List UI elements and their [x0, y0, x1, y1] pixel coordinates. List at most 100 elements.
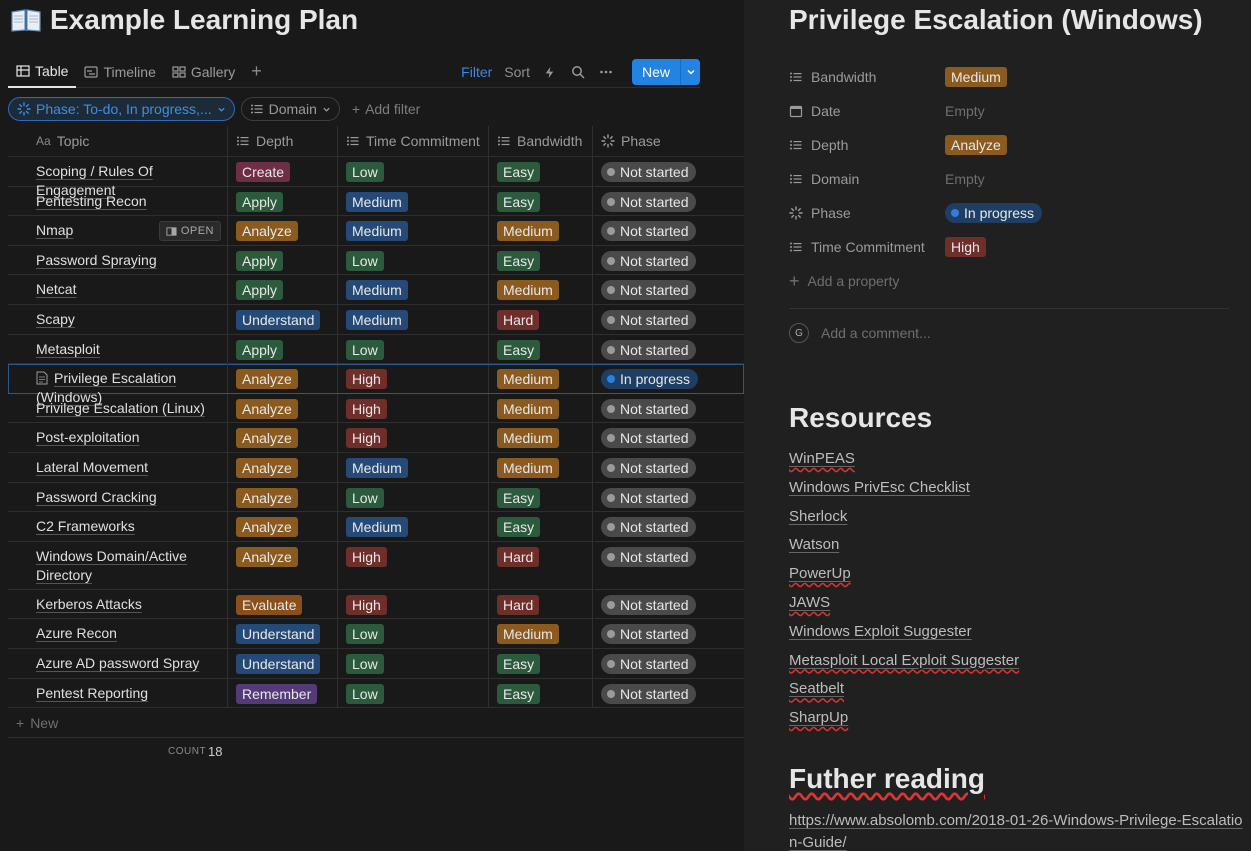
topic-cell[interactable]: C2 Frameworks	[8, 512, 228, 541]
depth-cell[interactable]: Apply	[228, 275, 338, 304]
table-row[interactable]: Lateral Movement Analyze Medium Medium Not s…	[8, 452, 744, 483]
depth-cell[interactable]: Evaluate	[228, 589, 338, 619]
phase-cell[interactable]: Not started	[593, 216, 744, 245]
topic-title[interactable]: Post-exploitation	[36, 429, 140, 446]
topic-title[interactable]: Pentest Reporting	[36, 684, 149, 701]
topic-cell[interactable]: Nmap OPEN	[8, 216, 228, 245]
time-commitment-cell[interactable]: Low	[338, 619, 489, 648]
bandwidth-cell[interactable]: Medium	[489, 364, 593, 393]
filter-button[interactable]: Filter	[461, 64, 493, 80]
more-options-icon[interactable]	[598, 64, 614, 80]
time-commitment-cell[interactable]: Medium	[338, 304, 489, 334]
table-row[interactable]: Azure AD password Spray Understand Low Easy…	[8, 648, 744, 679]
phase-cell[interactable]: Not started	[593, 423, 744, 452]
property-value[interactable]: Medium	[945, 67, 1007, 87]
phase-cell[interactable]: Not started	[593, 512, 744, 541]
topic-cell[interactable]: Privilege Escalation (Windows)	[8, 364, 228, 405]
topic-title[interactable]: Azure Recon	[36, 625, 117, 642]
table-row[interactable]: Password Cracking Analyze Low Easy Not start…	[8, 482, 744, 513]
time-commitment-cell[interactable]: Medium	[338, 512, 489, 541]
property-row-depth[interactable]: Depth Analyze	[789, 128, 1229, 162]
property-name[interactable]: Date	[789, 103, 945, 119]
phase-cell[interactable]: Not started	[593, 275, 744, 304]
add-property-button[interactable]: + Add a property	[789, 264, 1229, 298]
table-row[interactable]: Windows Domain/Active Directory Analyze Hi…	[8, 541, 744, 590]
time-commitment-cell[interactable]: Medium	[338, 275, 489, 304]
topic-title[interactable]: C2 Frameworks	[36, 518, 135, 535]
property-value[interactable]: High	[945, 237, 986, 257]
new-button[interactable]: New	[641, 64, 670, 80]
topic-cell[interactable]: Azure Recon	[8, 619, 228, 648]
topic-title[interactable]: Password Cracking	[36, 488, 157, 505]
table-row[interactable]: Pentest Reporting Remember Low Easy Not star…	[8, 678, 744, 709]
property-name[interactable]: Phase	[789, 205, 945, 221]
phase-filter-chip[interactable]: Phase: To-do, In progress,...	[8, 97, 235, 121]
resource-link[interactable]: SharpUp	[789, 709, 1239, 738]
topic-title[interactable]: Privilege Escalation (Windows)	[36, 370, 177, 406]
resource-link[interactable]: Metasploit Local Exploit Suggester	[789, 652, 1239, 681]
new-row-button[interactable]: + New	[8, 708, 744, 739]
depth-cell[interactable]: Apply	[228, 186, 338, 216]
property-value[interactable]: In progress	[945, 203, 1043, 223]
depth-cell[interactable]: Remember	[228, 678, 338, 708]
topic-title[interactable]: Lateral Movement	[36, 458, 149, 475]
depth-cell[interactable]: Analyze	[228, 216, 338, 245]
column-header-time-commitment[interactable]: Time Commitment	[338, 126, 489, 156]
phase-cell[interactable]: Not started	[593, 305, 744, 334]
topic-title[interactable]: Scoping / Rules Of Engagement	[36, 163, 153, 198]
open-page-button[interactable]: OPEN	[158, 221, 221, 242]
time-commitment-cell[interactable]: High	[338, 393, 489, 423]
topic-title[interactable]: Privilege Escalation (Linux)	[36, 399, 205, 416]
topic-cell[interactable]: Windows Domain/Active Directory	[8, 541, 228, 589]
column-header-topic[interactable]: Aa Topic	[8, 126, 228, 156]
phase-cell[interactable]: Not started	[593, 590, 744, 619]
topic-cell[interactable]: Azure AD password Spray	[8, 648, 228, 678]
add-view-icon[interactable]: +	[251, 61, 262, 81]
resource-link[interactable]: PowerUp	[789, 565, 1239, 594]
time-commitment-cell[interactable]: Medium	[338, 216, 489, 245]
bandwidth-cell[interactable]: Easy	[489, 245, 593, 275]
depth-cell[interactable]: Analyze	[228, 393, 338, 423]
column-header-phase[interactable]: Phase	[593, 126, 744, 156]
topic-cell[interactable]: Privilege Escalation (Linux)	[8, 393, 228, 423]
phase-cell[interactable]: Not started	[593, 394, 744, 423]
table-row[interactable]: Metasploit Apply Low Easy Not started	[8, 334, 744, 365]
phase-cell[interactable]: Not started	[593, 187, 744, 216]
depth-cell[interactable]: Apply	[228, 245, 338, 275]
topic-cell[interactable]: Pentest Reporting	[8, 678, 228, 708]
phase-cell[interactable]: In progress	[593, 364, 744, 393]
property-name[interactable]: Bandwidth	[789, 69, 945, 85]
resource-link[interactable]: Watson	[789, 536, 1239, 565]
depth-cell[interactable]: Apply	[228, 334, 338, 364]
bandwidth-cell[interactable]: Medium	[489, 275, 593, 304]
bandwidth-cell[interactable]: Easy	[489, 157, 593, 186]
column-header-bandwidth[interactable]: Bandwidth	[489, 126, 593, 156]
property-value[interactable]: Analyze	[945, 135, 1007, 155]
bandwidth-cell[interactable]: Medium	[489, 619, 593, 648]
table-row[interactable]: Azure Recon Understand Low Medium Not starte…	[8, 619, 744, 649]
table-row[interactable]: Nmap OPEN Analyze Medium Medium Not started	[8, 216, 744, 246]
property-value[interactable]: Empty	[945, 171, 985, 187]
property-name[interactable]: Domain	[789, 171, 945, 187]
depth-cell[interactable]: Understand	[228, 619, 338, 648]
time-commitment-cell[interactable]: High	[338, 423, 489, 452]
phase-cell[interactable]: Not started	[593, 453, 744, 482]
table-row[interactable]: Scapy Understand Medium Hard Not started	[8, 304, 744, 335]
phase-cell[interactable]: Not started	[593, 542, 744, 589]
time-commitment-cell[interactable]: High	[338, 541, 489, 589]
table-row[interactable]: Scoping / Rules Of Engagement Create Low Ea…	[8, 157, 744, 198]
resource-link[interactable]: Windows Exploit Suggester	[789, 623, 1239, 652]
table-row[interactable]: Netcat Apply Medium Medium Not started	[8, 275, 744, 305]
table-row[interactable]: Pentesting Recon Apply Medium Easy Not start…	[8, 186, 744, 217]
chevron-down-icon[interactable]	[680, 59, 700, 85]
topic-title[interactable]: Kerberos Attacks	[36, 595, 142, 612]
property-row-date[interactable]: Date Empty	[789, 94, 1229, 128]
depth-cell[interactable]: Analyze	[228, 541, 338, 589]
time-commitment-cell[interactable]: Medium	[338, 186, 489, 216]
resource-link[interactable]: Sherlock	[789, 508, 1239, 537]
time-commitment-cell[interactable]: Low	[338, 678, 489, 708]
topic-cell[interactable]: Password Spraying	[8, 245, 228, 275]
topic-title[interactable]: Password Spraying	[36, 251, 157, 268]
phase-cell[interactable]: Not started	[593, 335, 744, 364]
time-commitment-cell[interactable]: Low	[338, 648, 489, 678]
